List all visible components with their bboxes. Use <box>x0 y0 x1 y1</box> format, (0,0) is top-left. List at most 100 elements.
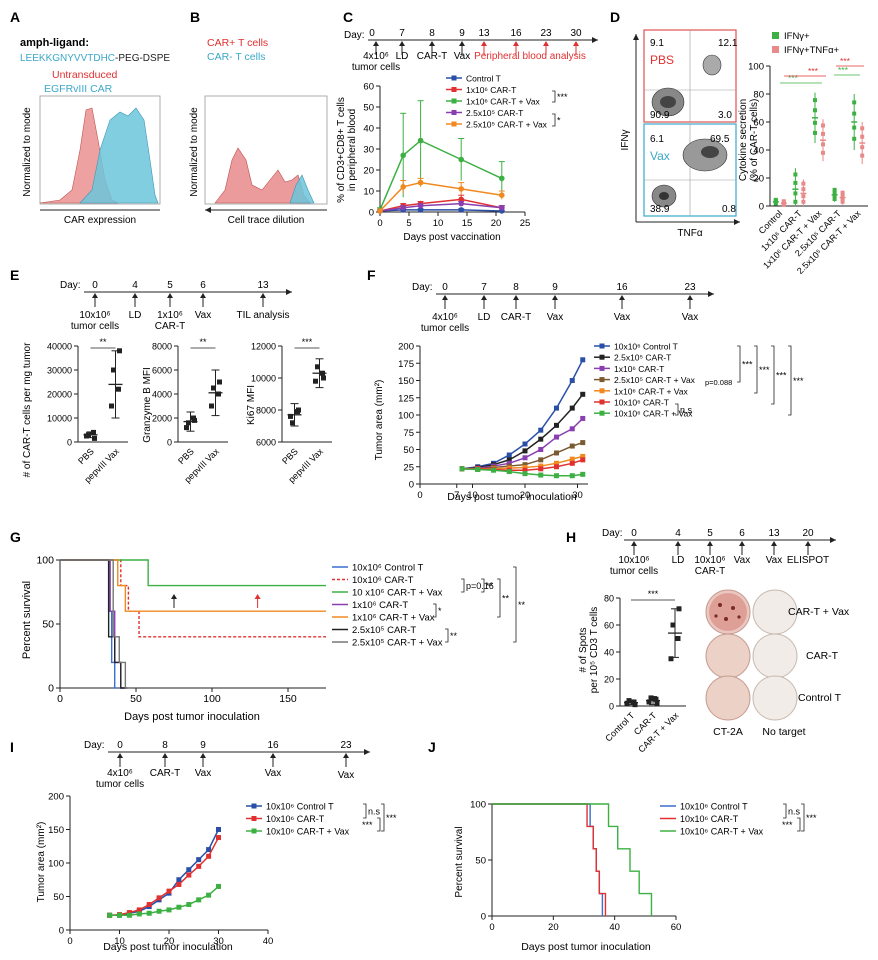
data-point <box>860 134 865 139</box>
x-tick-label: 50 <box>130 693 142 705</box>
data-point <box>499 175 505 182</box>
panel-c-chart: 0 5 10 15 20 25 0 10 20 30 40 50 60 <box>363 82 530 230</box>
panel-f-event-cart: CAR-T <box>501 312 532 323</box>
data-point <box>522 455 528 461</box>
data-point <box>773 197 778 202</box>
panel-h-event-vax-2: Vax <box>766 555 783 566</box>
panel-b-legend-neg: CAR- T cells <box>207 51 266 63</box>
data-point <box>458 196 465 203</box>
panel-c-ylabel-1: % of CD3+CD8+ T cells <box>336 97 347 203</box>
timeline-arrowhead <box>481 295 487 300</box>
panel-c-day-7: 7 <box>399 28 405 39</box>
data-point <box>840 199 845 204</box>
y-tick-label: 100 <box>470 800 486 811</box>
y-tick-label: 6000 <box>256 438 276 448</box>
data-point <box>580 457 586 463</box>
legend-marker <box>599 399 605 405</box>
y-tick-label: 20 <box>753 174 764 185</box>
legend-label: 10x10⁶ CAR-T + Vax <box>680 827 764 837</box>
y-tick-label: 60 <box>604 621 614 631</box>
data-point <box>196 857 202 863</box>
panel-h-ylabel-2: per 10⁵ CD3 T cells <box>589 607 600 694</box>
data-point <box>400 184 407 190</box>
data-point <box>852 100 857 105</box>
panel-c-day-23: 23 <box>540 28 552 39</box>
panel-f-event-vax-1: Vax <box>547 312 564 323</box>
panel-c-event-cart: CAR-T <box>417 51 448 62</box>
wells-col-ct2a: CT-2A <box>713 726 743 738</box>
data-point <box>569 460 575 466</box>
data-point <box>109 403 114 409</box>
data-point <box>569 426 575 432</box>
significance-label: ** <box>518 600 526 610</box>
panel-f-timeline-arrows <box>442 295 693 309</box>
data-point <box>801 199 806 204</box>
legend-swatch-ifng-tnfa <box>772 46 779 53</box>
series-line <box>109 829 220 917</box>
data-point <box>209 403 214 409</box>
timeline-arrowhead <box>739 541 745 546</box>
panel-h-event-vax-1: Vax <box>734 555 751 566</box>
panel-h-timeline-arrows <box>631 541 811 555</box>
panel-i-event-tumor: tumor cells <box>96 779 144 790</box>
data-point <box>522 462 528 468</box>
panel-i-ylabel: Tumor area (mm²) <box>36 822 47 903</box>
timeline-arrowhead <box>373 41 379 46</box>
legend-marker <box>599 365 605 371</box>
legend-marker <box>451 75 457 81</box>
panel-f-event-vax-2: Vax <box>614 312 631 323</box>
survival-curve <box>492 803 604 916</box>
panel-i-event-vax-3: Vax <box>338 770 355 781</box>
y-tick-label: 2000 <box>152 414 172 424</box>
panel-e-event-til: TIL analysis <box>237 310 290 321</box>
data-point <box>813 108 817 113</box>
significance-label: *** <box>362 820 373 830</box>
y-tick-label: 10 <box>363 187 374 198</box>
panel-c-day-9: 9 <box>459 28 465 39</box>
panel-e-day-0: 0 <box>92 280 98 291</box>
data-point <box>206 847 212 853</box>
panel-f-ylabel: Tumor area (mm²) <box>374 380 385 461</box>
panel-e-event-tumor: tumor cells <box>71 321 119 332</box>
panel-a-legend-untransduced: Untransduced <box>52 69 118 81</box>
data-point <box>417 179 424 186</box>
data-point <box>522 467 528 473</box>
panel-b-legend-pos: CAR+ T cells <box>207 37 268 49</box>
y-tick-label: 60 <box>363 82 374 93</box>
legend-label: 10x10⁶ Control T <box>680 802 748 812</box>
panel-f-event-dose: 4x10⁶ <box>432 312 458 323</box>
panel-h-day-0: 0 <box>631 528 637 539</box>
panel-c-timeline-arrows <box>373 41 579 55</box>
y-tick-label: 175 <box>398 359 414 370</box>
y-tick-label: 8000 <box>256 406 276 416</box>
panel-e-labels: # of CAR-T cells per mg tumor Granzyme B… <box>22 342 257 478</box>
panel-letter-e: E <box>10 267 19 283</box>
survival-curve <box>60 559 326 587</box>
panel-c-event-dose: 4x10⁶ <box>363 51 389 62</box>
panel-a-sequence: LEEKKGNYVVTDHC-PEG-DSPE <box>20 53 170 64</box>
data-point <box>538 427 544 433</box>
data-point <box>781 199 786 204</box>
significance-label: ** <box>99 337 107 347</box>
data-point <box>554 464 559 470</box>
panel-a-plot: CAR expression Normalized to mode <box>22 95 161 226</box>
data-point <box>400 205 407 211</box>
well-spot <box>714 614 718 618</box>
panel-f-event-vax-3: Vax <box>682 312 699 323</box>
data-point <box>458 207 465 213</box>
panel-j-chart: 0 20 40 60 0 50 100 <box>470 800 681 934</box>
x-tick-label: 40 <box>609 922 620 933</box>
x-tick-label: 0 <box>489 922 494 933</box>
y-tick-label: 30000 <box>47 366 72 376</box>
data-point <box>626 698 632 704</box>
series-line <box>109 885 219 917</box>
data-point <box>156 895 162 901</box>
legend-marker <box>599 343 605 349</box>
y-tick-label: 20000 <box>47 390 72 400</box>
panel-c-day-0: 0 <box>369 28 375 39</box>
y-tick-label: 0 <box>67 438 72 448</box>
significance-bracket <box>801 803 805 832</box>
data-point <box>580 391 586 397</box>
y-tick-label: 12000 <box>251 342 276 352</box>
